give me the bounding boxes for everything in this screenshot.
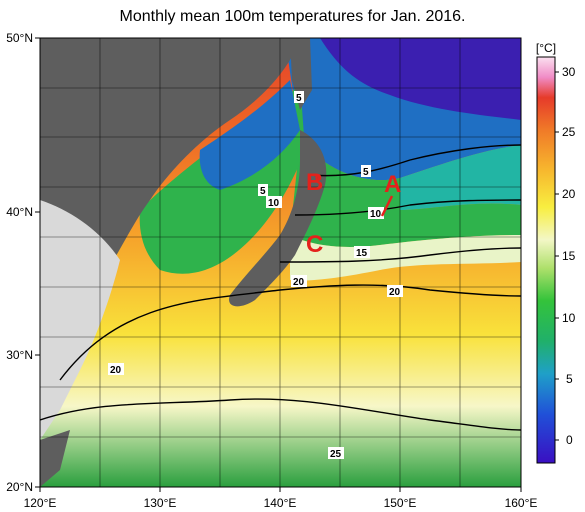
contour-label: 20 [293,277,305,288]
marker-b: B [306,169,323,196]
subarctic-front [400,145,521,210]
marker-c: C [306,231,323,258]
contour-labels: 5 5 5 10 10 15 20 20 20 25 [108,91,403,460]
green-zone [290,140,521,247]
contour-25 [40,398,521,431]
contour-label: 15 [356,248,368,259]
marker-b-line [315,173,318,183]
lon-tick: 120°E [24,496,57,510]
marker-a: A [384,171,401,198]
frame-ticks [35,37,522,492]
colorbar-tick: 10 [562,311,576,325]
asia-land [40,38,300,430]
colorbar-tick: 25 [562,125,576,139]
colorbar [536,56,556,464]
contour-label: 25 [330,449,342,460]
lon-tick: 150°E [384,496,417,510]
contour-label: 5 [363,167,369,178]
contour-15 [279,247,521,263]
lon-tick: 140°E [264,496,297,510]
coldest-water-region [320,38,521,120]
lon-tick: 160°E [505,496,538,510]
contour-10 [294,199,521,216]
lat-tick: 40°N [6,205,33,219]
colorbar-tick: 30 [562,65,576,79]
sea-of-japan-cold [199,80,300,190]
contour-label: 20 [389,287,401,298]
colorbar-tick: 5 [566,372,573,386]
lat-tick: 20°N [6,480,33,494]
colorbar-unit: [°C] [536,41,556,55]
colorbar-ticks [555,71,559,441]
map-grid [40,38,521,487]
contour-5 [309,144,521,177]
colorbar-tick: 15 [562,249,576,263]
contour-label: 5 [260,186,266,197]
contour-label: 5 [296,93,302,104]
colorbar-tick: 0 [566,433,573,447]
lon-tick: 130°E [144,496,177,510]
japan-land [229,130,327,307]
lat-tick: 50°N [6,31,33,45]
lat-tick: 30°N [6,348,33,362]
map-title: Monthly mean 100m temperatures for Jan. … [119,8,466,25]
marker-a-line [380,195,394,217]
contour-label: 20 [110,365,122,376]
colorbar-tick: 20 [562,187,576,201]
contour-label: 10 [370,209,382,220]
contour-label: 10 [268,198,280,209]
philippines-land [40,430,70,487]
